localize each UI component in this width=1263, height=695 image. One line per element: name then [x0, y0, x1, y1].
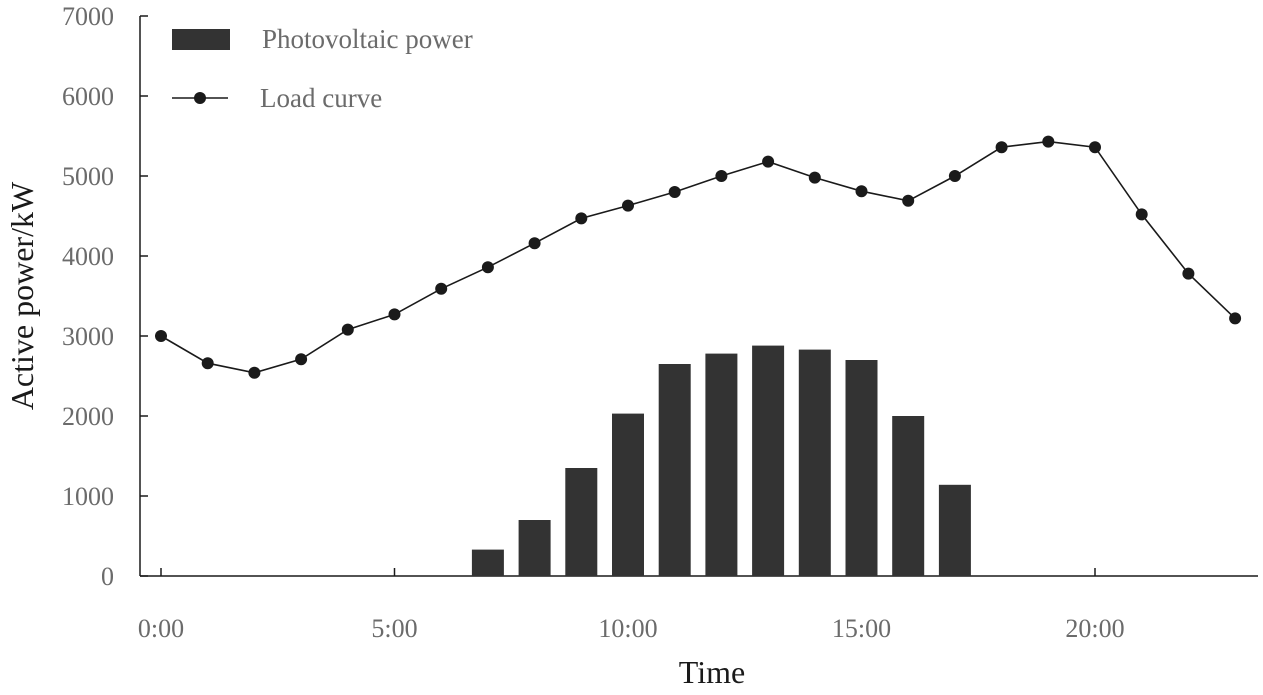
pv-bar-14 [798, 349, 831, 576]
x-tick-label-0: 0:00 [138, 614, 184, 643]
load-curve-series [155, 135, 1242, 379]
x-tick-label-2: 10:00 [598, 614, 657, 643]
load-point-10 [622, 199, 634, 212]
y-tick-label-4000: 4000 [62, 242, 114, 271]
load-point-18 [995, 141, 1008, 154]
load-curve-line [160, 140, 1236, 374]
y-tick-label-1000: 1000 [62, 482, 114, 511]
load-point-15 [855, 185, 868, 198]
load-point-14 [808, 171, 821, 184]
load-point-2 [248, 366, 261, 379]
x-tick-label-3: 15:00 [832, 614, 891, 643]
load-point-17 [948, 170, 961, 182]
pv-bar-9 [565, 468, 598, 576]
load-point-23 [1229, 312, 1242, 325]
load-point-19 [1042, 135, 1055, 148]
load-point-16 [902, 194, 915, 207]
load-point-3 [295, 353, 308, 366]
x-axis-ticks: 0:00 5:00 10:00 15:00 20:00 [138, 568, 1125, 643]
load-point-11 [668, 186, 681, 198]
legend-line-marker [194, 92, 206, 104]
pv-bar-10 [612, 413, 644, 576]
pv-bar-11 [658, 364, 691, 576]
load-point-4 [341, 323, 354, 336]
y-axis-ticks: 0 1000 2000 3000 4000 5000 6000 7000 [62, 2, 148, 591]
legend-label-photovoltaic: Photovoltaic power [262, 24, 473, 54]
x-axis-title: Time [679, 654, 745, 690]
y-tick-label-2000: 2000 [62, 402, 114, 431]
y-tick-label-5000: 5000 [62, 162, 114, 191]
load-point-22 [1182, 267, 1195, 280]
x-tick-label-4: 20:00 [1065, 614, 1124, 643]
pv-bar-13 [752, 345, 785, 576]
photovoltaic-bars [471, 345, 971, 576]
pv-bar-8 [518, 520, 551, 576]
y-tick-label-7000: 7000 [62, 2, 114, 31]
pv-bar-16 [892, 416, 925, 576]
pv-bar-15 [845, 360, 878, 576]
pv-bar-12 [705, 353, 738, 576]
pv-bar-7 [471, 549, 504, 576]
load-point-8 [528, 237, 541, 250]
y-axis-title: Active power/kW [4, 181, 40, 410]
load-point-12 [715, 170, 728, 182]
legend-bar-swatch [172, 29, 230, 50]
pv-bar-17 [938, 484, 971, 576]
load-point-5 [388, 308, 401, 321]
y-tick-label-0: 0 [101, 562, 114, 591]
load-point-0 [155, 330, 167, 342]
y-tick-label-6000: 6000 [62, 82, 114, 111]
load-point-21 [1135, 208, 1148, 221]
load-point-6 [435, 282, 448, 295]
legend-label-load: Load curve [260, 83, 382, 113]
y-tick-label-3000: 3000 [62, 322, 114, 351]
x-tick-label-1: 5:00 [371, 614, 417, 643]
legend: Photovoltaic power Load curve [172, 24, 473, 113]
load-point-1 [201, 357, 214, 370]
load-point-13 [762, 155, 775, 168]
load-point-7 [481, 261, 494, 274]
load-point-9 [575, 212, 588, 225]
load-point-20 [1089, 141, 1101, 154]
